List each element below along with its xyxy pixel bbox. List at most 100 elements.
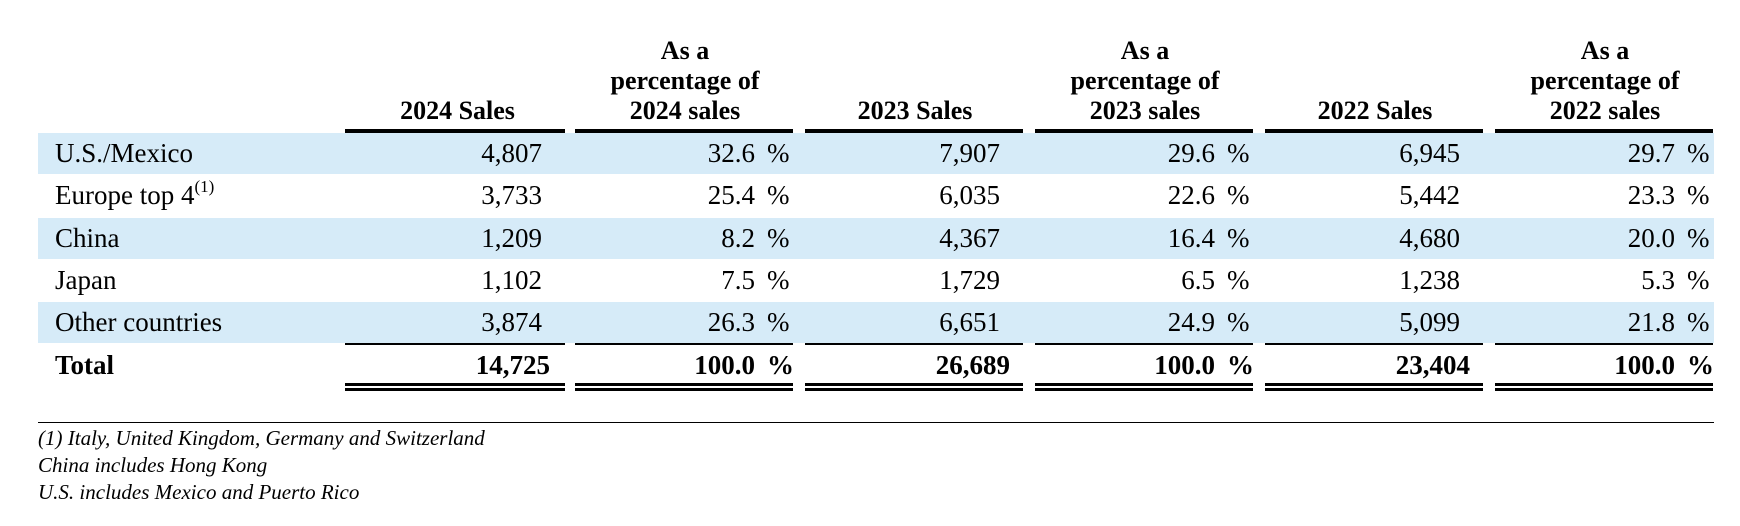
total-double-rule	[345, 383, 565, 391]
footnote-us: U.S. includes Mexico and Puerto Rico	[38, 480, 360, 504]
header-line: As a	[660, 36, 710, 65]
row-label: Other countries	[55, 307, 223, 337]
total-top-rule	[1495, 343, 1713, 345]
cell-2023-pct: 29.6	[1167, 138, 1215, 168]
cell-2024-pct: 7.5	[721, 265, 755, 295]
footnote-divider	[38, 422, 1714, 423]
header-line: percentage of	[1070, 66, 1220, 95]
cell-2023-sales: 4,367	[939, 223, 1000, 253]
cell-2023-sales: 7,907	[939, 138, 1000, 168]
percent-sign: %	[767, 223, 790, 253]
percent-sign: %	[1687, 350, 1714, 380]
percent-sign: %	[1227, 223, 1250, 253]
total-2022-pct: 100.0	[1614, 350, 1675, 380]
total-2022-sales: 23,404	[1395, 350, 1470, 380]
header-line: percentage of	[610, 66, 760, 95]
cell-2024-pct: 26.3	[707, 307, 755, 337]
row-label-text: Europe top 4	[55, 180, 195, 210]
total-top-rule	[805, 343, 1023, 345]
header-2022-sales: 2022 Sales	[1265, 96, 1485, 126]
header-rule	[1035, 129, 1253, 133]
header-rule	[1265, 129, 1483, 133]
total-double-rule	[1265, 383, 1483, 391]
cell-2022-sales: 4,680	[1399, 223, 1460, 253]
header-2022-sales-text: 2022 Sales	[1317, 96, 1433, 125]
footnote-marker: (1)	[194, 177, 215, 196]
percent-sign: %	[767, 307, 790, 337]
total-double-rule	[805, 383, 1023, 391]
cell-2022-pct: 21.8	[1627, 307, 1675, 337]
cell-2022-pct: 5.3	[1641, 265, 1675, 295]
percent-sign: %	[1227, 180, 1250, 210]
row-shade	[38, 302, 1714, 343]
total-top-rule	[575, 343, 793, 345]
percent-sign: %	[1687, 307, 1710, 337]
cell-2023-pct: 24.9	[1167, 307, 1215, 337]
cell-2024-sales: 1,102	[481, 265, 542, 295]
cell-2023-sales: 6,035	[939, 180, 1000, 210]
cell-2024-pct: 32.6	[707, 138, 755, 168]
header-2023-sales-text: 2023 Sales	[857, 96, 973, 125]
header-line: As a	[1580, 36, 1630, 65]
header-line: 2023 sales	[1089, 96, 1201, 125]
cell-2022-sales: 1,238	[1399, 265, 1460, 295]
cell-2023-sales: 6,651	[939, 307, 1000, 337]
header-line: 2024 sales	[629, 96, 741, 125]
cell-2023-pct: 6.5	[1181, 265, 1215, 295]
header-rule	[345, 129, 565, 133]
total-2023-sales: 26,689	[935, 350, 1010, 380]
percent-sign: %	[1227, 350, 1254, 380]
cell-2022-sales: 5,099	[1399, 307, 1460, 337]
percent-sign: %	[1227, 307, 1250, 337]
total-top-rule	[1035, 343, 1253, 345]
header-2023-percentage: As a percentage of 2023 sales	[1035, 36, 1255, 126]
header-2023-sales: 2023 Sales	[805, 96, 1025, 126]
cell-2022-pct: 29.7	[1627, 138, 1675, 168]
total-2023-pct: 100.0	[1154, 350, 1215, 380]
percent-sign: %	[767, 138, 790, 168]
percent-sign: %	[767, 180, 790, 210]
header-2022-percentage: As a percentage of 2022 sales	[1495, 36, 1715, 126]
row-shade	[38, 218, 1714, 259]
percent-sign: %	[1687, 180, 1710, 210]
percent-sign: %	[1687, 223, 1710, 253]
row-label: China	[55, 223, 120, 253]
header-rule	[575, 129, 793, 133]
header-line: 2022 sales	[1549, 96, 1661, 125]
percent-sign: %	[1687, 138, 1710, 168]
cell-2023-pct: 16.4	[1167, 223, 1215, 253]
header-2024-sales: 2024 Sales	[345, 96, 570, 126]
total-label: Total	[55, 350, 115, 380]
total-double-rule	[1035, 383, 1253, 391]
cell-2024-sales: 3,874	[481, 307, 542, 337]
cell-2022-sales: 6,945	[1399, 138, 1460, 168]
footnote-china: China includes Hong Kong	[38, 453, 268, 477]
header-line: As a	[1120, 36, 1170, 65]
cell-2023-sales: 1,729	[939, 265, 1000, 295]
cell-2022-pct: 23.3	[1627, 180, 1675, 210]
percent-sign: %	[1227, 138, 1250, 168]
row-label: U.S./Mexico	[55, 138, 193, 168]
percent-sign: %	[767, 265, 790, 295]
cell-2024-pct: 8.2	[721, 223, 755, 253]
percent-sign: %	[767, 350, 794, 380]
percent-sign: %	[1227, 265, 1250, 295]
footnote-1: (1) Italy, United Kingdom, Germany and S…	[38, 426, 485, 450]
header-2024-sales-text: 2024 Sales	[400, 96, 515, 125]
total-top-rule	[1265, 343, 1483, 345]
cell-2024-sales: 4,807	[481, 138, 542, 168]
total-double-rule	[575, 383, 793, 391]
header-rule	[1495, 129, 1713, 133]
header-rule	[805, 129, 1023, 133]
row-label: Japan	[55, 265, 117, 295]
total-2024-pct: 100.0	[694, 350, 755, 380]
row-label: Europe top 4(1)	[55, 175, 214, 216]
cell-2023-pct: 22.6	[1167, 180, 1215, 210]
cell-2022-pct: 20.0	[1627, 223, 1675, 253]
percent-sign: %	[1687, 265, 1710, 295]
header-2024-percentage: As a percentage of 2024 sales	[575, 36, 795, 126]
cell-2024-pct: 25.4	[707, 180, 755, 210]
total-2024-sales: 14,725	[475, 350, 550, 380]
cell-2022-sales: 5,442	[1399, 180, 1460, 210]
